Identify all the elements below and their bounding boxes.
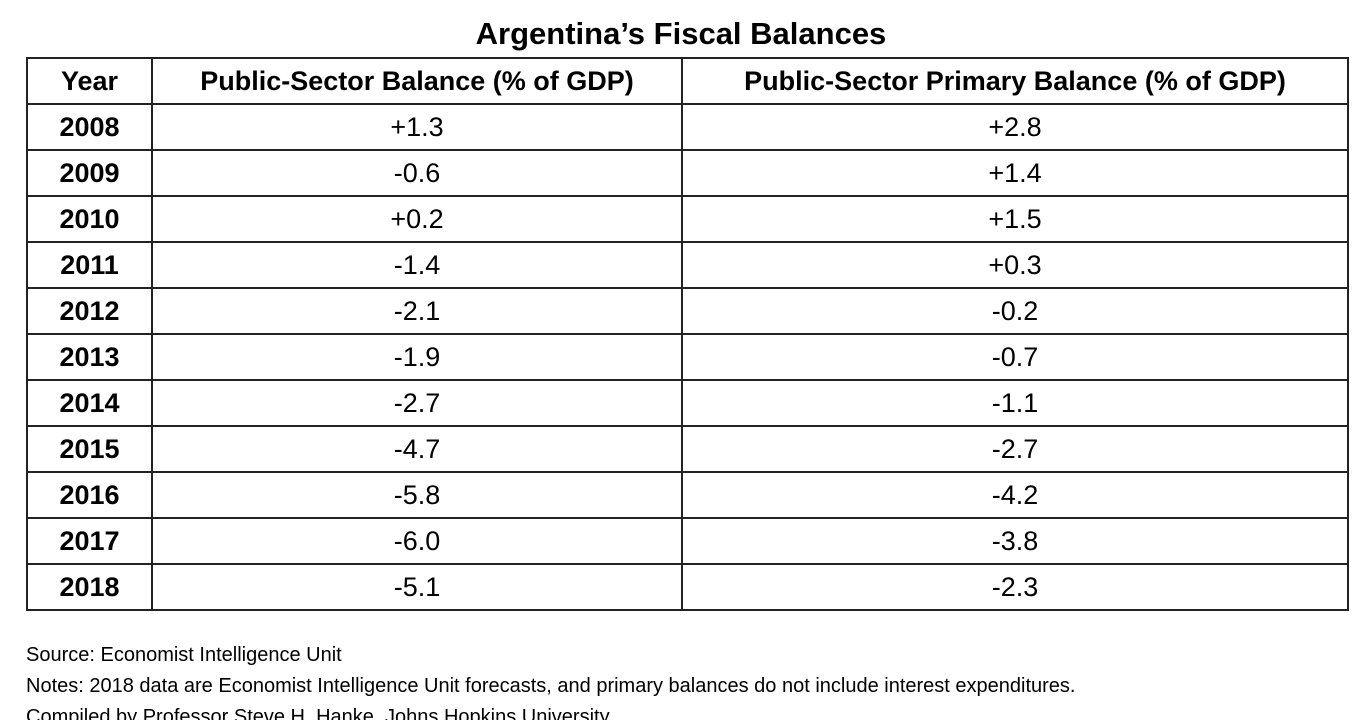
footnotes: Source: Economist Intelligence Unit Note… (26, 640, 1346, 720)
table-row: 2013 -1.9 -0.7 (26, 333, 1349, 381)
year-cell: 2012 (26, 287, 153, 335)
primary-balance-cell: -2.3 (681, 563, 1349, 611)
table-row: 2017 -6.0 -3.8 (26, 517, 1349, 565)
year-cell: 2011 (26, 241, 153, 289)
public-sector-balance-cell: -2.1 (151, 287, 683, 335)
year-cell: 2017 (26, 517, 153, 565)
table-row: 2018 -5.1 -2.3 (26, 563, 1349, 611)
primary-balance-cell: -1.1 (681, 379, 1349, 427)
table-row: 2008 +1.3 +2.8 (26, 103, 1349, 151)
table-row: 2016 -5.8 -4.2 (26, 471, 1349, 519)
header-row: Year Public-Sector Balance (% of GDP) Pu… (26, 57, 1349, 105)
public-sector-balance-cell: -4.7 (151, 425, 683, 473)
table-row: 2011 -1.4 +0.3 (26, 241, 1349, 289)
year-cell: 2010 (26, 195, 153, 243)
public-sector-balance-cell: -2.7 (151, 379, 683, 427)
year-cell: 2013 (26, 333, 153, 381)
table-row: 2015 -4.7 -2.7 (26, 425, 1349, 473)
public-sector-balance-cell: +0.2 (151, 195, 683, 243)
column-header-year: Year (26, 57, 153, 105)
public-sector-balance-cell: -5.1 (151, 563, 683, 611)
public-sector-balance-cell: -1.9 (151, 333, 683, 381)
table-row: 2012 -2.1 -0.2 (26, 287, 1349, 335)
primary-balance-cell: +1.4 (681, 149, 1349, 197)
primary-balance-cell: +2.8 (681, 103, 1349, 151)
public-sector-balance-cell: -6.0 (151, 517, 683, 565)
primary-balance-cell: +1.5 (681, 195, 1349, 243)
table-row: 2009 -0.6 +1.4 (26, 149, 1349, 197)
primary-balance-cell: -0.2 (681, 287, 1349, 335)
primary-balance-cell: -3.8 (681, 517, 1349, 565)
table-title: Argentina’s Fiscal Balances (475, 16, 887, 51)
primary-balance-cell: -2.7 (681, 425, 1349, 473)
compiled-by-note: Compiled by Professor Steve H. Hanke, Jo… (26, 706, 610, 720)
year-cell: 2014 (26, 379, 153, 427)
public-sector-balance-cell: -0.6 (151, 149, 683, 197)
primary-balance-cell: +0.3 (681, 241, 1349, 289)
year-cell: 2008 (26, 103, 153, 151)
column-header-public-sector-balance: Public-Sector Balance (% of GDP) (151, 57, 683, 105)
primary-balance-cell: -0.7 (681, 333, 1349, 381)
notes-text: Notes: 2018 data are Economist Intellige… (26, 675, 1076, 697)
column-header-primary-balance: Public-Sector Primary Balance (% of GDP) (681, 57, 1349, 105)
primary-balance-cell: -4.2 (681, 471, 1349, 519)
source-note: Source: Economist Intelligence Unit (26, 644, 342, 666)
year-cell: 2015 (26, 425, 153, 473)
table-body: 2008 +1.3 +2.8 2009 -0.6 +1.4 2010 +0.2 +1.5 2011… (26, 103, 1349, 611)
table-row: 2010 +0.2 +1.5 (26, 195, 1349, 243)
public-sector-balance-cell: -5.8 (151, 471, 683, 519)
fiscal-balances-table: Year Public-Sector Balance (% of GDP) Pu… (26, 57, 1349, 611)
year-cell: 2009 (26, 149, 153, 197)
year-cell: 2016 (26, 471, 153, 519)
year-cell: 2018 (26, 563, 153, 611)
table-row: 2014 -2.7 -1.1 (26, 379, 1349, 427)
public-sector-balance-cell: -1.4 (151, 241, 683, 289)
public-sector-balance-cell: +1.3 (151, 103, 683, 151)
